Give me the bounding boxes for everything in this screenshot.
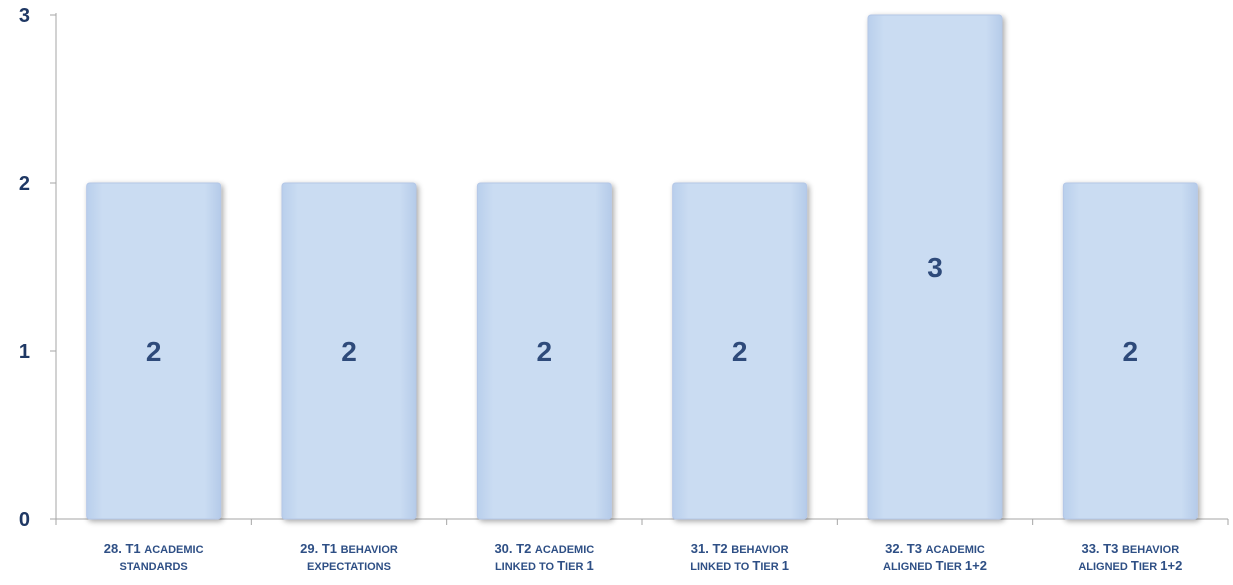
data-label: 3	[927, 252, 943, 283]
data-label: 2	[1123, 336, 1139, 367]
bar	[867, 14, 1003, 520]
bar	[1062, 182, 1198, 520]
x-tick-label: 32. T3 ACADEMIC ALIGNED TIER 1+2	[883, 541, 987, 573]
x-tick-label: 29. T1 BEHAVIOR EXPECTATIONS	[300, 541, 398, 573]
data-label: 2	[341, 336, 357, 367]
x-tick-label: 30. T2 ACADEMIC LINKED TO TIER 1	[494, 541, 595, 573]
x-tick-label: 28. T1 ACADEMIC STANDARDS	[103, 541, 204, 573]
data-label: 2	[146, 336, 162, 367]
y-tick-label: 1	[19, 341, 30, 363]
bar	[281, 182, 417, 520]
x-tick-label: 33. T3 BEHAVIOR ALIGNED TIER 1+2	[1078, 541, 1183, 573]
bar	[672, 182, 808, 520]
bar	[86, 182, 222, 520]
data-label: 2	[537, 336, 553, 367]
bar	[476, 182, 612, 520]
data-label: 2	[732, 336, 748, 367]
x-tick-label: 31. T2 BEHAVIOR LINKED TO TIER 1	[690, 541, 790, 573]
y-tick-label: 2	[19, 173, 30, 195]
y-tick-label: 3	[19, 5, 30, 27]
y-tick-label: 0	[19, 509, 30, 531]
